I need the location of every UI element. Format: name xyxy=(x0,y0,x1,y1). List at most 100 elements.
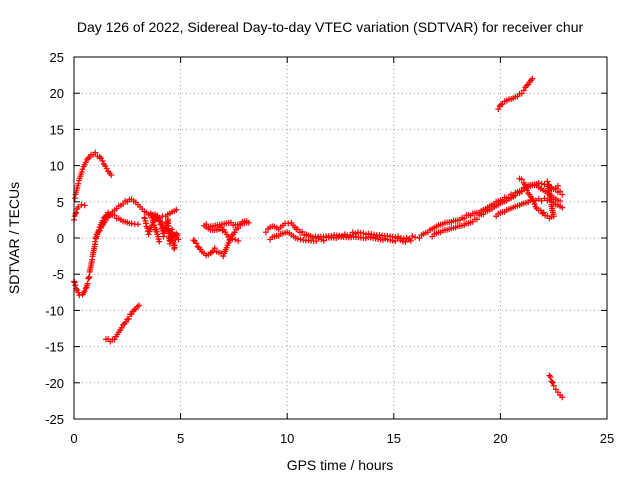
series-arc-d xyxy=(92,196,180,241)
data-point xyxy=(299,228,306,235)
data-point xyxy=(522,184,529,191)
data-point xyxy=(75,289,82,296)
data-point xyxy=(300,237,307,244)
series-arc-a-rise xyxy=(72,149,115,202)
data-point xyxy=(538,180,545,187)
series-arc-f-scatter xyxy=(141,210,182,252)
data-point xyxy=(495,106,502,113)
x-tick-label: 20 xyxy=(493,431,507,446)
x-axis-label: GPS time / hours xyxy=(287,457,394,473)
series-arc-n-low xyxy=(546,372,566,401)
data-point xyxy=(193,240,200,247)
series-arc-c-dip-rise xyxy=(71,209,141,299)
data-point xyxy=(131,306,138,313)
data-point xyxy=(136,302,143,309)
data-point xyxy=(529,195,536,202)
data-point xyxy=(294,235,301,242)
series-arc-l-spread xyxy=(516,175,561,222)
data-points xyxy=(71,75,566,401)
y-tick-label: -20 xyxy=(45,376,64,391)
data-point xyxy=(285,220,292,227)
data-point xyxy=(518,176,525,183)
data-point xyxy=(409,233,416,240)
data-point xyxy=(294,226,301,233)
axis-ticks: 0 5 10 15 20 25 -25 -20 -15 -10 -5 0 5 10 15 20 25 xyxy=(45,50,614,446)
data-point xyxy=(72,282,79,289)
y-tick-label: -25 xyxy=(45,412,64,427)
data-point xyxy=(402,238,409,245)
data-point xyxy=(72,210,79,217)
data-point xyxy=(518,188,525,195)
data-point xyxy=(144,225,151,232)
data-point xyxy=(99,157,106,164)
data-point xyxy=(546,372,553,379)
data-point xyxy=(397,237,404,244)
data-point xyxy=(520,87,527,94)
data-point xyxy=(313,238,320,245)
x-tick-label: 10 xyxy=(280,431,294,446)
data-point xyxy=(559,191,566,198)
y-axis-label: SDTVAR / TECUs xyxy=(6,182,22,294)
y-tick-label: 5 xyxy=(57,195,64,210)
data-point xyxy=(76,292,83,299)
data-point xyxy=(548,378,555,385)
plot-frame xyxy=(73,56,608,420)
chart-title: Day 126 of 2022, Sidereal Day-to-day VTE… xyxy=(77,19,584,35)
data-point xyxy=(79,166,86,173)
data-point xyxy=(531,201,538,208)
data-point xyxy=(103,165,110,172)
y-tick-label: 15 xyxy=(50,122,64,137)
series-arc-g-mid xyxy=(190,218,252,260)
data-point xyxy=(86,274,93,281)
series-arc-h2-flat xyxy=(267,229,414,245)
data-point xyxy=(559,394,566,401)
data-point xyxy=(125,315,132,322)
x-tick-label: 5 xyxy=(177,431,184,446)
x-tick-label: 0 xyxy=(70,431,77,446)
data-point xyxy=(82,159,89,166)
data-point xyxy=(173,206,180,213)
data-point xyxy=(320,237,327,244)
data-point xyxy=(549,379,556,386)
data-point xyxy=(349,229,356,236)
data-point xyxy=(547,374,554,381)
data-point xyxy=(120,321,127,328)
grid-lines xyxy=(74,57,607,419)
data-point xyxy=(122,319,129,326)
data-point xyxy=(75,203,82,210)
series-arc-b-start xyxy=(71,201,88,223)
data-point xyxy=(84,280,91,287)
y-tick-label: -15 xyxy=(45,340,64,355)
data-point xyxy=(92,149,99,156)
data-point xyxy=(160,224,167,231)
data-point xyxy=(81,202,88,209)
data-point xyxy=(524,187,531,194)
data-point xyxy=(128,220,135,227)
data-point xyxy=(96,227,103,234)
data-point xyxy=(75,180,82,187)
data-point xyxy=(219,227,226,234)
data-point xyxy=(71,279,78,286)
data-point xyxy=(521,181,528,188)
data-point xyxy=(211,245,218,252)
data-point xyxy=(220,253,227,260)
data-point xyxy=(190,237,197,244)
data-point xyxy=(309,234,316,241)
data-point xyxy=(550,382,557,389)
data-point xyxy=(108,172,115,179)
data-point xyxy=(412,234,419,241)
data-point xyxy=(194,243,201,250)
data-point xyxy=(78,168,85,175)
data-point xyxy=(262,229,269,236)
data-point xyxy=(229,235,236,242)
y-tick-label: 10 xyxy=(50,159,64,174)
data-point xyxy=(473,216,480,223)
data-point xyxy=(78,201,85,208)
data-point xyxy=(156,238,163,245)
data-point xyxy=(530,198,537,205)
data-point xyxy=(557,198,564,205)
data-point xyxy=(92,235,99,241)
data-point xyxy=(461,215,468,222)
y-tick-label: 20 xyxy=(50,86,64,101)
